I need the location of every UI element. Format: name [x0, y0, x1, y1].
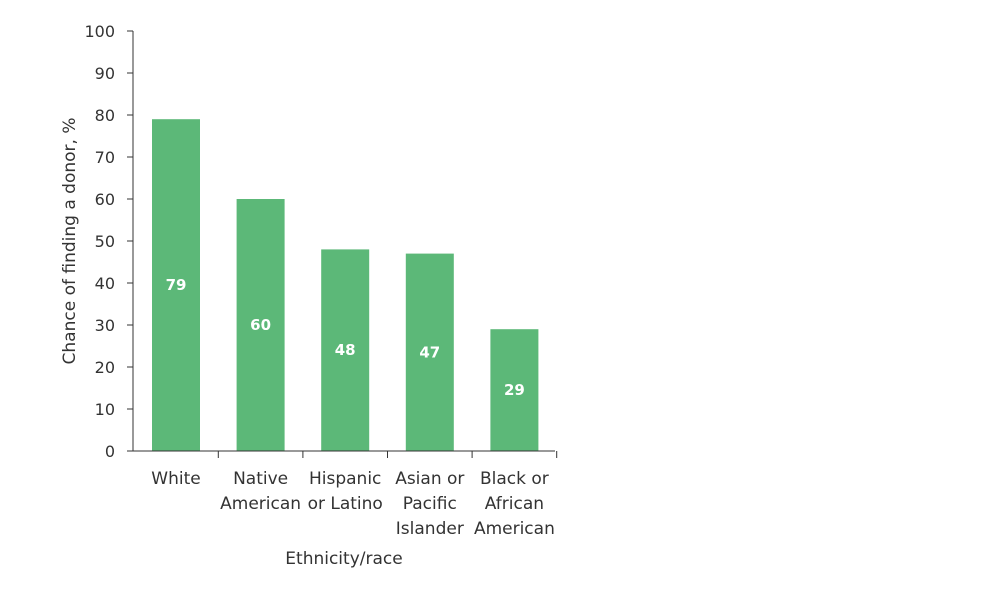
value-labels: 79 60 48 47 29 [166, 276, 525, 399]
bar [152, 119, 200, 451]
y-tick-label: 40 [95, 274, 115, 293]
x-tick-label: Black or African American [474, 469, 555, 539]
bar [405, 253, 454, 451]
y-axis-title: Chance of finding a donor, % [60, 118, 80, 365]
x-tick-label: Asian or Pacific Islander [395, 469, 464, 539]
y-tick-label: 10 [95, 400, 115, 419]
bar [236, 199, 285, 451]
bar-value-label: 29 [504, 381, 525, 399]
bar [321, 249, 370, 451]
x-axis-title: Ethnicity/race [285, 549, 402, 569]
bar [490, 329, 539, 451]
y-tick-label: 60 [95, 190, 115, 209]
y-tick-label: 70 [95, 148, 115, 167]
y-tick-label: 90 [95, 64, 115, 83]
y-tick-label: 80 [95, 106, 115, 125]
bars [152, 119, 539, 451]
x-tick-label: Hispanic or Latino [308, 469, 383, 514]
bar-value-label: 47 [419, 343, 440, 361]
y-tick-label: 20 [95, 358, 115, 377]
y-tick-label: 0 [105, 442, 115, 461]
y-tick-label: 50 [95, 232, 115, 251]
y-tick-label: 100 [84, 22, 115, 41]
y-tick-label: 30 [95, 316, 115, 335]
bar-value-label: 79 [166, 276, 187, 294]
bar-value-label: 48 [335, 341, 356, 359]
x-tick-label: Native American [220, 469, 301, 514]
bar-value-label: 60 [250, 316, 271, 334]
y-axis-ticks: 0 10 20 30 40 50 60 70 80 90 100 [84, 22, 133, 461]
x-tick-label: White [151, 469, 200, 489]
